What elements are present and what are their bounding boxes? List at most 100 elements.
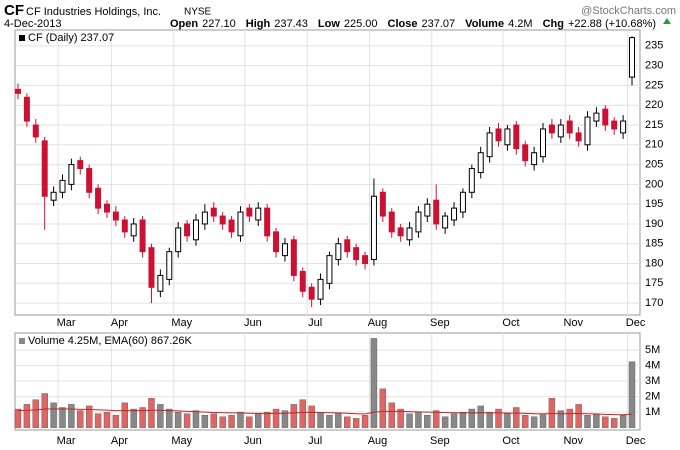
candle-body	[513, 124, 520, 150]
y-tick-label: 185	[645, 238, 663, 250]
candle-body	[228, 219, 235, 233]
volume-bar	[157, 404, 164, 428]
volume-bar	[344, 416, 351, 428]
candle-body	[575, 132, 582, 142]
quote-value: 225.00	[344, 18, 378, 30]
volume-bar	[406, 413, 413, 428]
candle-body	[130, 223, 137, 237]
candle-body	[246, 207, 253, 217]
quote-name: Chg	[543, 18, 564, 30]
candle-body	[77, 160, 84, 170]
candle-body	[157, 274, 164, 292]
candle-body	[593, 112, 600, 122]
company: CF Industries Holdings, Inc.	[26, 6, 161, 18]
x-tick-label: May	[171, 317, 192, 329]
volume-bar	[557, 410, 565, 428]
y-tick-label: 220	[645, 99, 663, 111]
y-tick-label: 3M	[645, 375, 660, 387]
volume-bar	[14, 408, 22, 428]
volume-bar	[272, 408, 280, 428]
volume-bar	[139, 407, 146, 428]
candle-body	[264, 207, 271, 237]
x-tick-label: Jul	[308, 435, 322, 447]
candle-body	[50, 191, 57, 201]
volume-bar	[593, 413, 600, 428]
candle-body	[121, 219, 128, 233]
volume-bar	[103, 411, 111, 428]
x-tick-label: Apr	[111, 317, 128, 329]
quote-value: 227.10	[202, 18, 236, 30]
candle-body	[41, 140, 48, 197]
volume-bar	[584, 415, 591, 428]
volume-bar	[85, 405, 93, 428]
volume-bar	[441, 416, 449, 428]
candle-body	[504, 128, 511, 146]
candle-body	[629, 37, 635, 78]
candle-body	[540, 128, 547, 158]
candle-body	[210, 207, 217, 217]
candle-body	[486, 132, 493, 158]
x-tick-label: Jun	[244, 317, 262, 329]
volume-bar	[308, 405, 315, 428]
volume-bar	[619, 415, 627, 428]
symbol: CF	[4, 2, 24, 19]
volume-bar	[370, 338, 378, 428]
volume-bar	[379, 388, 387, 428]
candle-body	[175, 227, 182, 253]
x-tick-label: Mar	[57, 317, 76, 329]
volume-bar	[361, 415, 369, 428]
volume-bar	[388, 402, 395, 428]
y-tick-label: 230	[645, 60, 663, 72]
volume-bar	[326, 415, 333, 428]
volume-bar	[23, 404, 31, 428]
x-tick-label: Apr	[111, 435, 128, 447]
candle-body	[308, 286, 315, 300]
volume-bar	[530, 416, 538, 428]
x-tick-label: Aug	[368, 435, 388, 447]
candle-body	[23, 96, 30, 122]
volume-bar	[210, 413, 217, 428]
legend-swatch	[19, 35, 25, 41]
x-tick-label: Aug	[368, 317, 388, 329]
volume-bar	[317, 411, 324, 428]
volume-bar	[237, 411, 244, 428]
volume-bar	[504, 413, 511, 428]
volume-bar	[611, 418, 618, 428]
y-tick-label: 210	[645, 139, 663, 151]
volume-bar	[522, 415, 529, 428]
y-tick-label: 170	[645, 297, 663, 309]
x-tick-label: Dec	[626, 435, 646, 447]
candle-body	[86, 168, 93, 193]
candle-body	[584, 116, 591, 146]
quote-name: Close	[388, 18, 418, 30]
legend-swatch	[19, 338, 25, 344]
candle-body	[370, 195, 377, 261]
y-tick-label: 5M	[645, 344, 660, 356]
volume-bar	[566, 408, 573, 428]
volume-bar	[415, 411, 422, 428]
candle-body	[201, 211, 208, 225]
candle-body	[192, 219, 199, 241]
candle-body	[388, 211, 395, 233]
ema-line	[17, 408, 633, 416]
volume-bar	[299, 399, 306, 428]
candle-body	[379, 191, 386, 217]
volume-bar	[477, 405, 484, 428]
y-tick-label: 235	[645, 40, 663, 52]
volume-bar	[397, 408, 404, 428]
candle-body	[406, 227, 413, 241]
volume-bar	[450, 413, 458, 428]
y-tick-label: 225	[645, 79, 663, 91]
volume-bar	[183, 413, 191, 428]
volume-bar	[335, 413, 342, 428]
candle-body	[184, 223, 191, 237]
candle-body	[59, 179, 66, 193]
volume-bar	[281, 410, 289, 428]
quote-name: Low	[318, 18, 340, 30]
candle-body	[442, 215, 449, 229]
volume-bar	[68, 404, 75, 428]
volume-bar	[459, 411, 467, 428]
date: 4-Dec-2013	[4, 18, 61, 30]
x-tick-label: May	[171, 435, 192, 447]
